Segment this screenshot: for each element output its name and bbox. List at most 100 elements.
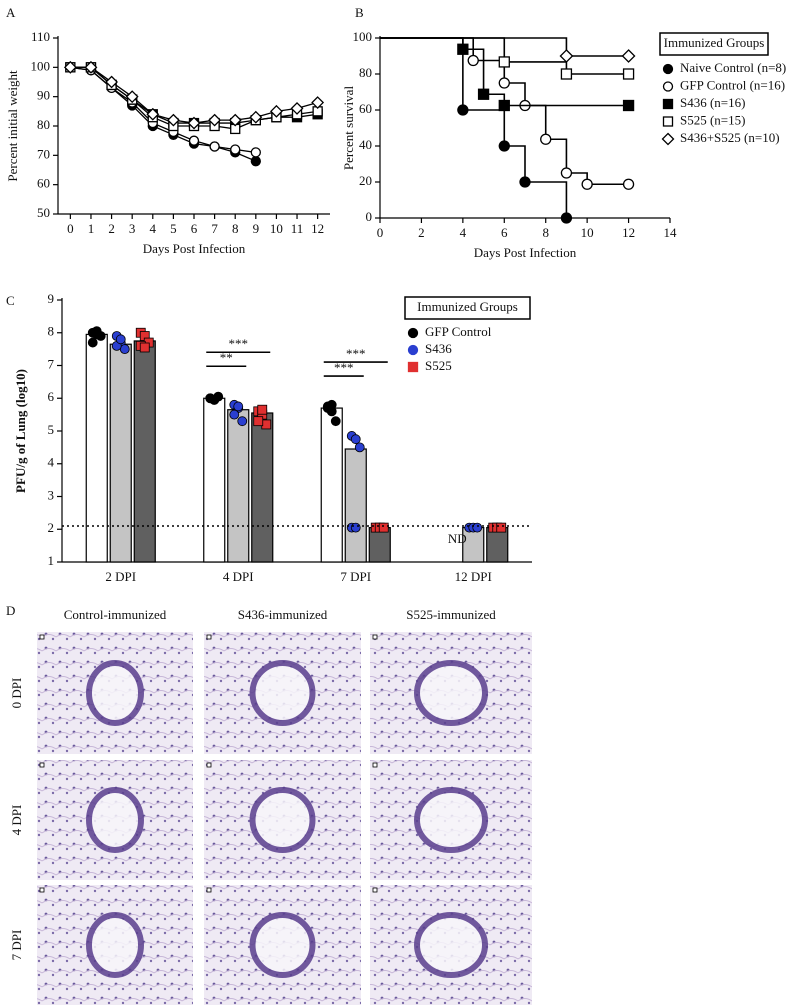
bar (203, 397, 226, 563)
y-tick-label: 0 (366, 209, 373, 224)
marker (270, 104, 283, 118)
annotation: ND (448, 531, 467, 546)
y-axis-label: Percent survival (341, 86, 356, 171)
bar (320, 407, 343, 563)
marker (662, 98, 674, 110)
significance-label: *** (229, 336, 249, 351)
column-label: S525-immunized (406, 607, 496, 622)
airway (249, 660, 316, 726)
bar (109, 343, 132, 563)
marker (105, 75, 118, 89)
marker (560, 212, 573, 224)
y-tick-label: 20 (359, 173, 372, 188)
airway (414, 912, 488, 978)
y-tick-label: 4 (48, 455, 55, 470)
y-axis-label: PFU/g of Lung (log10) (13, 369, 28, 493)
panel-label: D (6, 603, 15, 618)
panel-label: A (6, 5, 16, 20)
scale-box (372, 634, 378, 640)
marker (540, 133, 552, 145)
x-tick-label: 0 (377, 225, 384, 240)
legend-title: Immunized Groups (417, 299, 518, 314)
x-tick-label: 0 (67, 221, 74, 236)
marker (498, 99, 510, 112)
x-tick-label: 11 (291, 221, 304, 236)
marker (581, 178, 593, 190)
marker (498, 56, 510, 68)
series-line (70, 66, 256, 154)
marker (622, 99, 635, 112)
y-tick-label: 100 (31, 58, 51, 73)
scale-box (206, 762, 212, 768)
legend-title-box (659, 32, 769, 56)
airway (86, 787, 144, 853)
column-label: Control-immunized (64, 607, 167, 622)
marker (498, 77, 510, 89)
bar (251, 412, 274, 563)
scale-box (372, 887, 378, 893)
x-tick-label: 2 DPI (105, 569, 136, 584)
marker (249, 110, 263, 124)
y-axis-label: Percent initial weight (5, 70, 20, 182)
y-tick-label: 2 (48, 520, 55, 535)
x-tick-label: 4 (150, 221, 157, 236)
marker (125, 90, 139, 104)
y-tick-label: 5 (48, 422, 55, 437)
airway (414, 660, 488, 726)
significance-label: ** (220, 350, 233, 365)
marker (662, 81, 674, 92)
y-tick-label: 3 (48, 487, 55, 502)
x-tick-label: 8 (232, 221, 239, 236)
marker (63, 60, 77, 74)
marker (209, 394, 220, 405)
bar (85, 333, 108, 563)
y-tick-label: 6 (48, 389, 55, 404)
x-tick-label: 10 (581, 225, 594, 240)
survival-line (380, 37, 629, 57)
scale-box (39, 762, 45, 768)
legend-title-box (404, 296, 531, 320)
x-tick-label: 9 (253, 221, 260, 236)
x-tick-label: 12 DPI (455, 569, 492, 584)
significance-label: *** (346, 346, 366, 361)
y-tick-label: 70 (37, 146, 50, 161)
marker (457, 104, 469, 116)
y-tick-label: 90 (37, 88, 50, 103)
bar (227, 409, 250, 563)
marker (467, 54, 479, 67)
scale-box (206, 887, 212, 893)
series-line (70, 66, 257, 162)
marker (290, 101, 304, 115)
scale-box (39, 634, 45, 640)
x-tick-label: 7 (211, 221, 218, 236)
marker (253, 416, 264, 427)
marker (622, 178, 635, 190)
marker (187, 116, 201, 130)
legend-label: S525 (n=15) (680, 112, 745, 127)
marker (188, 135, 200, 146)
legend-label: S525 (425, 358, 452, 373)
marker (250, 147, 261, 158)
y-tick-label: 40 (359, 137, 372, 152)
marker (519, 176, 531, 188)
marker (166, 113, 180, 127)
legend-label: Naive Control (n=8) (680, 60, 786, 75)
marker (378, 522, 389, 533)
marker (209, 141, 220, 152)
airway (86, 912, 144, 978)
marker (237, 416, 248, 427)
bar (486, 527, 509, 563)
x-tick-label: 2 (108, 221, 115, 236)
x-tick-label: 12 (622, 225, 635, 240)
marker (229, 409, 240, 420)
airway (249, 787, 316, 853)
legend-label: S436+S525 (n=10) (680, 130, 780, 145)
marker (233, 401, 244, 412)
marker (84, 60, 98, 74)
bar (344, 448, 367, 563)
x-tick-label: 2 (418, 225, 425, 240)
bar (368, 527, 391, 563)
marker (661, 132, 675, 146)
row-label: 4 DPI (9, 805, 24, 836)
